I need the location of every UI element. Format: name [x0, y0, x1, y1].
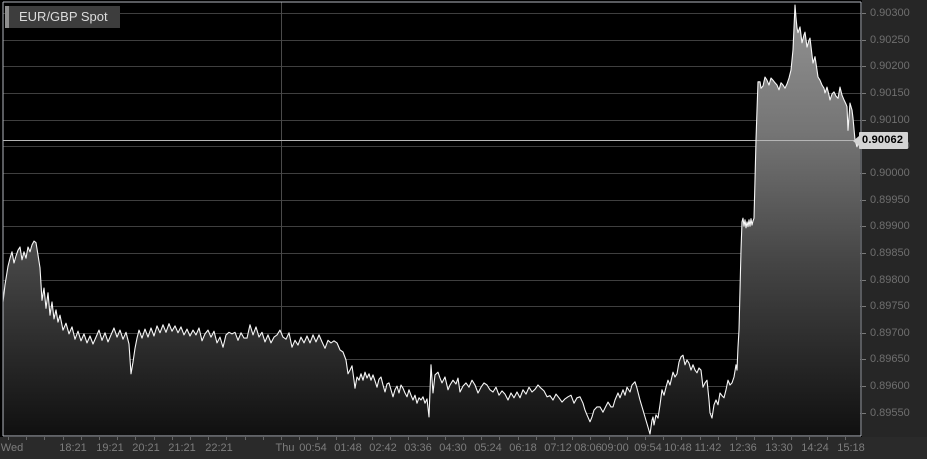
- x-axis-label: 20:21: [132, 442, 160, 454]
- x-axis-label: 15:18: [837, 442, 865, 454]
- x-axis-label: Thu: [275, 442, 295, 454]
- x-axis-label: 03:36: [404, 442, 432, 454]
- x-axis-label: 09:00: [601, 442, 629, 454]
- y-axis-label: 0.90000: [870, 167, 910, 179]
- x-axis-label: 01:48: [334, 442, 362, 454]
- y-axis-label: 0.90300: [870, 7, 910, 19]
- x-axis-label: 21:21: [168, 442, 196, 454]
- x-axis-label: Wed: [0, 442, 24, 454]
- x-axis-label: 14:24: [801, 442, 829, 454]
- y-axis-label: 0.89700: [870, 327, 910, 339]
- y-axis-label: 0.89950: [870, 194, 910, 206]
- x-axis-label: 02:42: [369, 442, 397, 454]
- x-axis-label: 05:24: [474, 442, 502, 454]
- x-axis-label: 22:21: [205, 442, 233, 454]
- y-axis-label: 0.90250: [870, 34, 910, 46]
- x-axis-label: 06:18: [509, 442, 537, 454]
- x-axis-label: 18:21: [59, 442, 87, 454]
- x-axis-label: 04:30: [439, 442, 467, 454]
- y-axis-label: 0.90150: [870, 87, 910, 99]
- y-axis-label: 0.90100: [870, 114, 910, 126]
- x-axis-label: 08:06: [574, 442, 602, 454]
- last-price-value: 0.90062: [859, 132, 909, 149]
- x-axis-label: 00:54: [299, 442, 327, 454]
- instrument-tab[interactable]: EUR/GBP Spot: [5, 6, 120, 28]
- y-axis-label: 0.89750: [870, 300, 910, 312]
- y-axis-label: 0.89900: [870, 220, 910, 232]
- y-axis[interactable]: 0.90300 0.90250 0.90200 0.90150 0.90100 0.900…: [862, 0, 927, 437]
- price-badge-arrow-icon: [853, 135, 859, 146]
- x-axis-label: 11:42: [694, 442, 722, 454]
- x-axis-label: 09:54: [634, 442, 662, 454]
- x-axis-label: 12:36: [729, 442, 757, 454]
- x-axis[interactable]: Wed 18:21 19:21 20:21 21:21 22:21 Thu 00:54 01:4…: [0, 437, 927, 459]
- y-axis-label: 0.89550: [870, 407, 910, 419]
- x-axis-label: 10:48: [664, 442, 692, 454]
- y-axis-label: 0.89850: [870, 247, 910, 259]
- tab-accent-bar: [5, 6, 9, 28]
- x-axis-label: 07:12: [544, 442, 572, 454]
- last-price-badge: 0.90062: [853, 132, 909, 149]
- y-axis-label: 0.89600: [870, 380, 910, 392]
- y-axis-label: 0.90200: [870, 60, 910, 72]
- y-axis-label: 0.89650: [870, 353, 910, 365]
- x-axis-label: 13:30: [765, 442, 793, 454]
- instrument-label: EUR/GBP Spot: [19, 9, 108, 24]
- y-axis-label: 0.89800: [870, 274, 910, 286]
- x-axis-label: 19:21: [96, 442, 124, 454]
